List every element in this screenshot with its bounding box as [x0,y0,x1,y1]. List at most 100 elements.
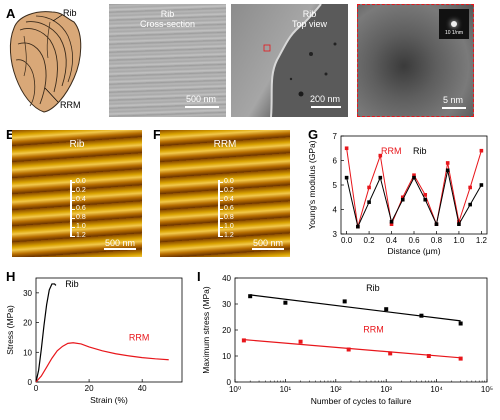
data-point-rib [389,219,394,224]
afm-tick-mark [218,209,223,210]
panel-label-a: A [6,6,16,21]
panel-label-g: G [308,127,319,142]
x-tick-label: 10⁰ [229,385,241,394]
data-point-rib [468,202,472,207]
panel-c-scale-label: 200 nm [309,94,341,104]
series-curve-rib [35,283,57,383]
y-tick-label: 4 [333,206,338,215]
data-point-rrm [388,351,393,356]
shell-drawing [9,11,82,113]
chart-i-fatigue: 10⁰ 10¹ 10² 10³ 10⁴ 10⁵ 0 10 20 30 40 Number of cyc… [201,274,493,406]
y-tick-label: 20 [23,319,32,328]
afm-tick-mark [218,227,223,228]
series-curve-rrm [35,342,169,383]
data-point-rib [423,197,428,202]
x-tick-label: 0.2 [364,236,376,245]
afm-tick-mark [70,191,75,192]
panel-e-title: Rib [69,139,85,150]
data-point-rrm [400,195,405,200]
panel-e-afm-image: Rib 0.0 0.2 0.4 0.6 0.8 1.0 1.2 500 nm [12,130,142,257]
data-point-rrm [412,173,416,177]
panel-f-profile-line [218,180,220,236]
x-tick-label: 10³ [380,385,392,394]
y-tick-label: 5 [333,181,338,190]
data-point-rib [342,299,347,304]
afm-tick-label: 1.0 [224,223,234,230]
data-point-rib [479,183,484,187]
panel-c-title-1: Rib [302,9,317,19]
data-point-rib [400,197,405,202]
data-point-rib [434,222,439,226]
data-point-rib [248,294,253,299]
afm-tick-label: 0.4 [76,196,86,203]
panel-f-title: RRM [213,139,237,150]
x-tick-label: 10⁴ [430,385,443,394]
afm-tick-mark [70,200,75,201]
afm-tick-mark [70,209,75,210]
afm-tick-label: 0.8 [76,214,86,221]
y-tick-label: 0 [28,378,33,387]
data-point-rrm [479,148,484,153]
y-tick-label: 6 [333,157,338,166]
data-point-rib [445,168,450,173]
chart-g-youngs-modulus: 0.0 0.2 0.4 0.6 0.8 1.0 1.2 3 4 5 6 7 Distance (μm) Y… [307,132,487,256]
panel-e-profile-line [70,180,72,236]
tem-features [263,4,348,117]
data-point-rib [419,313,424,318]
x-tick-label: 0.6 [408,236,420,245]
data-point-rrm [468,185,472,190]
data-point-rib [283,300,288,305]
data-point-rrm [344,146,349,151]
panel-c-scale-bar [311,106,341,108]
afm-tick-label: 0.6 [224,205,234,212]
data-point-rrm [389,222,394,226]
data-point-rrm [241,338,246,343]
afm-tick-label: 0.2 [76,187,86,194]
afm-tick-mark [70,236,75,237]
x-tick-label: 0.0 [341,236,353,245]
x-tick-label: 0.8 [431,236,443,245]
y-axis-title: Maximum stress (MPa) [201,286,211,374]
data-point-rrm [423,193,428,197]
data-point-rib [378,175,383,180]
afm-tick-mark [218,218,223,219]
y-tick-label: 7 [333,132,338,141]
y-tick-label: 3 [333,230,338,239]
data-point-rrm [346,347,351,352]
y-tick-label: 0 [227,378,232,387]
afm-tick-mark [218,191,223,192]
y-tick-label: 20 [222,326,231,335]
series-line-rrm [346,148,482,227]
data-point-rrm [426,354,431,358]
y-tick-label: 10 [23,348,32,357]
x-tick-label: 40 [138,384,147,393]
fit-line-rrm [243,339,461,359]
panel-b-title-1: Rib [160,9,175,19]
data-point-rrm [298,339,303,344]
panel-label-i: I [197,269,201,284]
afm-tick-label: 1.2 [224,232,234,239]
panel-b-scale-bar [185,106,219,108]
chart-h-stress-strain: 0 20 40 0 10 20 30 Strain (%) Stress (MPa) Rib RRM [5,277,183,405]
panel-c-title-2: Top view [291,19,327,29]
x-tick-label: 0.4 [386,236,398,245]
zoom-box [263,44,271,52]
panel-d-hrtem-image: 10 1/nm 5 nm [357,4,474,117]
y-axis-title: Young's modulus (GPa) [307,140,317,229]
panel-label-f: F [153,127,161,142]
inset-scale-label: 10 1/nm [444,30,464,36]
label-rib: Rib [63,8,77,18]
legend-rrm: RRM [381,146,402,156]
panel-f-scale-bar [252,248,284,250]
panel-f-scale-label: 500 nm [252,238,284,248]
series-label-rib: Rib [366,283,380,293]
series-label-rib: Rib [65,279,79,289]
data-point-rrm [445,161,450,165]
panel-d-scale-bar [442,107,466,109]
panel-b-title-2: Cross-section [139,19,195,29]
panel-label-e: E [6,127,15,142]
afm-tick-mark [218,200,223,201]
afm-tick-mark [70,182,75,183]
afm-tick-mark [70,218,75,219]
label-rrm: RRM [60,100,81,110]
